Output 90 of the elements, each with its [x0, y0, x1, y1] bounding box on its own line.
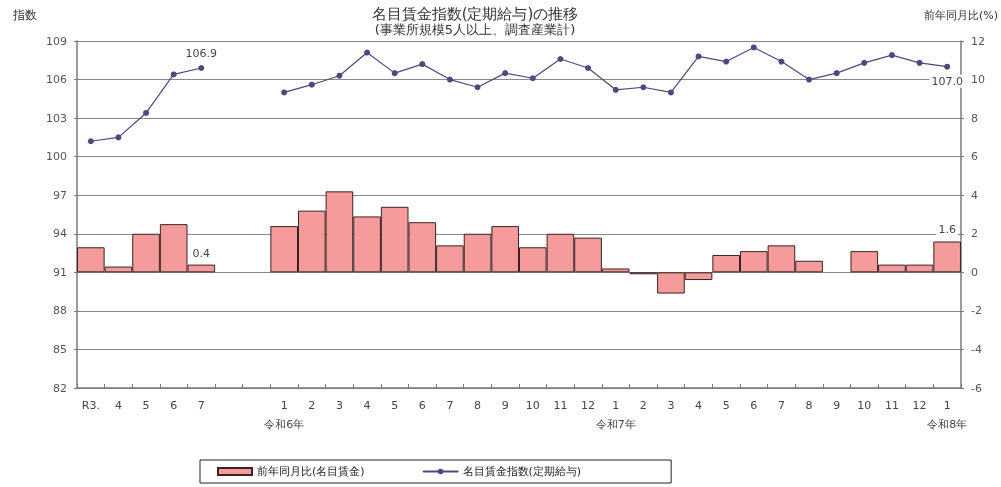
y-tick-label: 94 — [53, 227, 67, 241]
y-tick-label: 106 — [46, 73, 67, 87]
x-tick-label: 5 — [391, 399, 399, 412]
x-tick-label: 3 — [335, 399, 343, 412]
point — [640, 84, 647, 91]
point — [916, 59, 923, 66]
y2-tick-label: 2 — [970, 227, 978, 241]
x-tick-label: 6 — [418, 399, 426, 412]
point — [888, 52, 895, 59]
point — [336, 72, 343, 79]
x-tick-label: R3. — [81, 399, 100, 412]
data-label: 1.6 — [938, 223, 956, 237]
x-tick-label: 1 令和6年 — [264, 399, 305, 431]
point — [667, 89, 674, 96]
y2-tick-label: 0 — [970, 265, 978, 279]
y2-tick-label: -4 — [970, 342, 982, 356]
point — [778, 58, 785, 65]
data-label: 107.0 — [931, 74, 963, 88]
point — [861, 59, 868, 66]
point — [419, 61, 426, 68]
x-tick-label: 9 — [501, 399, 509, 412]
y2-tick-label: -2 — [970, 304, 982, 318]
chart-subtitle: (事業所規模5人以上、調査産業計) — [374, 22, 576, 37]
point — [281, 89, 288, 96]
point — [87, 138, 94, 145]
x-tick-label: 8 — [474, 399, 482, 412]
point — [806, 76, 813, 83]
point — [585, 64, 592, 71]
y-tick-label: 85 — [53, 342, 67, 356]
y-tick-label: 88 — [53, 304, 67, 318]
y2-tick-label: 4 — [970, 188, 978, 202]
point — [446, 76, 453, 83]
point — [557, 55, 564, 62]
y-tick-label: 91 — [53, 265, 67, 279]
y2-tick-label: 8 — [970, 111, 978, 125]
x-tick-label: 9 — [833, 399, 841, 412]
x-tick-label: 12 — [581, 399, 596, 412]
x-tick-label: 4 — [363, 399, 371, 412]
x-tick-label: 1 令和7年 — [595, 399, 636, 431]
point — [474, 84, 481, 91]
x-tick-label: 6 — [750, 399, 758, 412]
y-axis-title: 指数 — [12, 8, 37, 22]
x-tick-label: 10 — [857, 399, 872, 412]
y-tick-label: 100 — [46, 150, 67, 164]
data-label: 0.4 — [192, 246, 211, 260]
x-tick-label: 1 令和8年 — [927, 399, 968, 431]
x-tick-label: 4 — [695, 399, 703, 412]
point — [198, 64, 205, 71]
x-tick-label: 7 — [777, 399, 785, 412]
x-tick-label: 5 — [142, 399, 150, 412]
point — [833, 70, 840, 77]
x-tick-label: 4 — [114, 399, 122, 412]
y2-tick-label: 10 — [970, 73, 985, 87]
point — [143, 109, 150, 116]
point — [750, 44, 757, 51]
x-tick-label: 2 — [639, 399, 647, 412]
x-tick-label: 11 — [553, 399, 568, 412]
data-label: 106.9 — [185, 46, 218, 60]
point — [529, 75, 536, 82]
x-tick-label: 10 — [525, 399, 540, 412]
point — [944, 63, 951, 70]
chart-title: 名目賃金指数(定期給与)の推移 — [371, 4, 579, 23]
y-tick-label: 82 — [53, 381, 67, 395]
x-tick-label: 6 — [170, 399, 178, 412]
y-tick-label: 103 — [46, 111, 67, 125]
y2-tick-label: 12 — [970, 34, 985, 48]
point — [170, 71, 177, 78]
point — [502, 70, 509, 77]
legend-label: 名目賃金指数(定期給与) — [462, 465, 582, 478]
point — [612, 86, 619, 93]
y2-tick-label: 6 — [970, 150, 978, 164]
point — [115, 134, 122, 141]
y-tick-label: 109 — [46, 34, 67, 48]
y2-tick-label: -6 — [970, 381, 982, 395]
x-tick-label: 2 — [308, 399, 316, 412]
x-tick-label: 3 — [667, 399, 675, 412]
point — [364, 49, 371, 56]
x-tick-label: 7 — [446, 399, 454, 412]
x-tick-label: 11 — [884, 399, 899, 412]
x-tick-label: 12 — [912, 399, 927, 412]
point — [723, 58, 730, 65]
x-tick-label: 8 — [805, 399, 813, 412]
point — [391, 70, 398, 77]
point — [695, 53, 702, 60]
y-tick-label: 97 — [53, 188, 67, 202]
x-tick-label: 7 — [197, 399, 205, 412]
legend-label: 前年同月比(名目賃金) — [257, 465, 365, 478]
point — [308, 81, 315, 88]
y2-axis-title: 前年同月比(%) — [923, 9, 999, 22]
x-tick-label: 5 — [722, 399, 730, 412]
